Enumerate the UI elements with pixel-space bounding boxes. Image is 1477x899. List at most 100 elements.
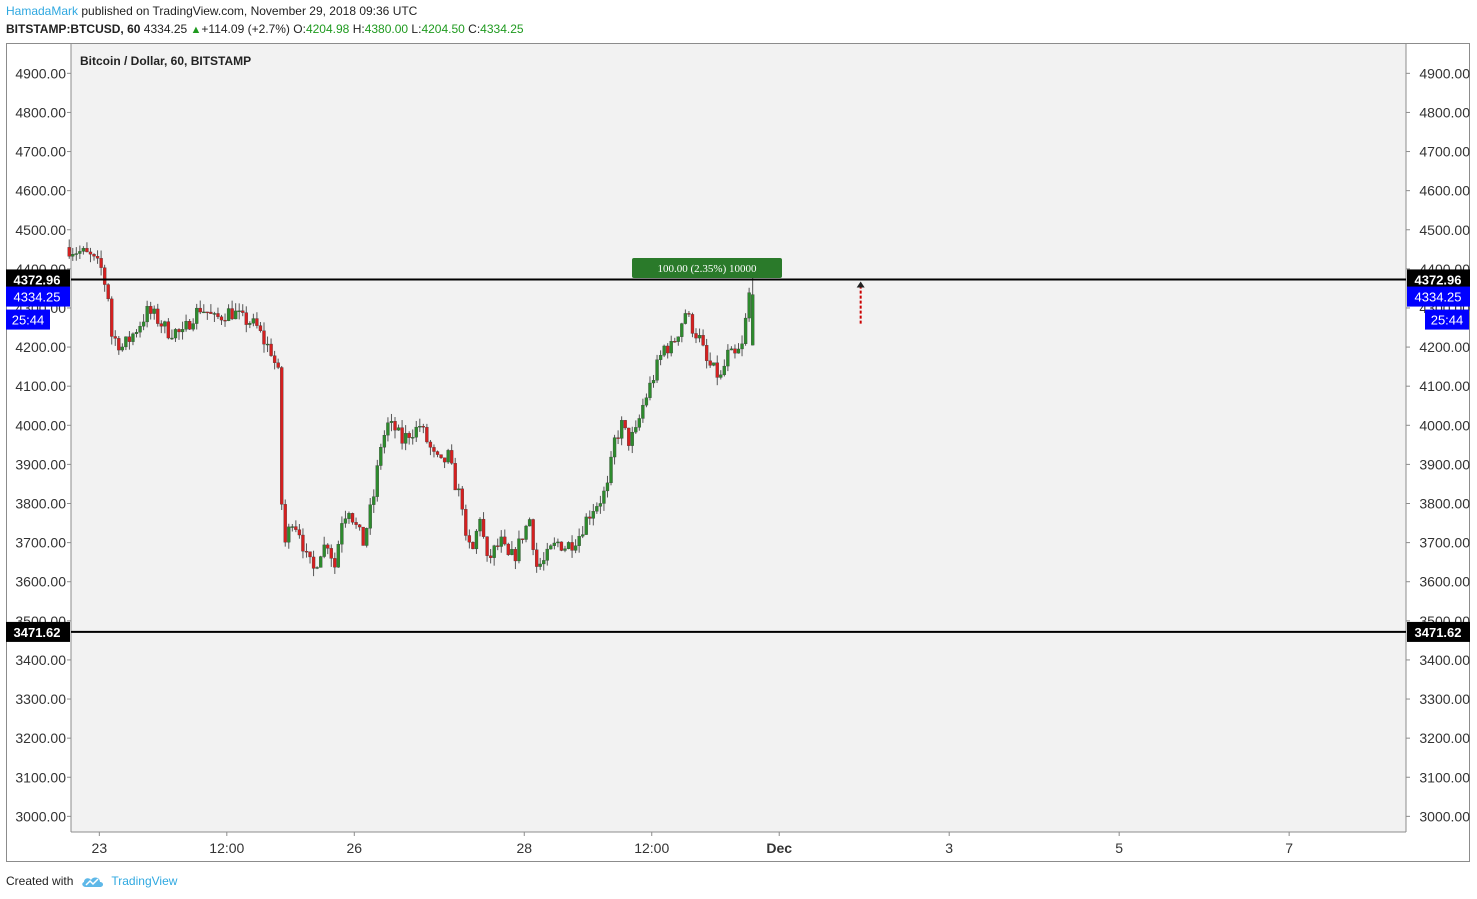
candle-body[interactable] [219,316,224,321]
candle-body[interactable] [644,397,649,406]
candle-body[interactable] [442,457,447,463]
candle-body[interactable] [95,256,100,259]
candle-body[interactable] [81,248,86,252]
candle-body[interactable] [191,323,195,330]
candle-body[interactable] [609,456,613,484]
candle-body[interactable] [439,454,443,458]
candle-body[interactable] [648,382,652,398]
candle-body[interactable] [340,523,344,545]
candle-body[interactable] [712,362,716,366]
candle-body[interactable] [552,542,557,546]
candle-body[interactable] [542,560,546,565]
candle-body[interactable] [471,542,475,550]
candle-body[interactable] [421,426,425,428]
candle-body[interactable] [612,437,617,458]
author-link[interactable]: HamadaMark [6,4,79,18]
candle-body[interactable] [407,433,411,438]
candle-body[interactable] [499,536,503,547]
candle-body[interactable] [478,518,482,532]
candle-body[interactable] [290,526,294,528]
candle-body[interactable] [400,427,404,444]
candle-body[interactable] [492,545,496,558]
candle-body[interactable] [368,504,372,529]
candle-body[interactable] [641,404,645,419]
candle-body[interactable] [216,313,220,317]
candle-body[interactable] [563,548,567,551]
candle-body[interactable] [134,332,139,334]
candle-body[interactable] [205,311,209,314]
candle-body[interactable] [726,349,730,367]
candle-body[interactable] [559,541,564,551]
candle-body[interactable] [393,421,397,431]
candle-body[interactable] [527,519,532,527]
candle-body[interactable] [361,526,365,546]
candle-body[interactable] [619,420,624,439]
candle-body[interactable] [669,341,673,354]
candle-body[interactable] [106,284,110,300]
candle-body[interactable] [141,321,146,327]
candle-body[interactable] [418,426,422,428]
candle-body[interactable] [308,551,312,558]
candle-body[interactable] [145,306,149,323]
candle-body[interactable] [304,551,309,553]
candle-body[interactable] [230,308,234,320]
candle-body[interactable] [747,292,751,319]
candle-body[interactable] [496,545,500,547]
candle-body[interactable] [166,321,171,339]
candle-body[interactable] [524,525,528,540]
candle-body[interactable] [347,513,351,519]
candle-body[interactable] [588,516,592,519]
candle-body[interactable] [276,362,280,368]
candle-body[interactable] [177,329,181,333]
candle-body[interactable] [680,323,684,337]
candle-body[interactable] [357,524,362,528]
candle-body[interactable] [719,374,723,378]
candle-body[interactable] [180,329,185,333]
candle-body[interactable] [244,312,248,325]
candle-body[interactable] [258,325,263,331]
candle-body[interactable] [350,513,355,523]
candle-body[interactable] [78,251,82,254]
candle-body[interactable] [637,418,641,428]
candle-body[interactable] [379,447,383,466]
candle-body[interactable] [446,450,450,463]
candle-body[interactable] [658,355,663,360]
candle-body[interactable] [237,310,241,312]
candle-body[interactable] [248,323,252,325]
candle-body[interactable] [573,545,578,551]
candle-body[interactable] [450,450,454,464]
candle-body[interactable] [435,451,440,455]
candle-body[interactable] [630,431,634,446]
candle-body[interactable] [198,307,202,313]
candle-body[interactable] [187,320,192,330]
candle-body[interactable] [605,482,610,492]
candle-body[interactable] [701,335,705,346]
candle-body[interactable] [173,329,178,339]
candle-body[interactable] [517,538,521,562]
candle-body[interactable] [673,341,677,343]
candle-body[interactable] [584,516,588,535]
candle-body[interactable] [74,253,78,255]
candle-body[interactable] [697,335,702,339]
candle-body[interactable] [457,488,461,491]
candle-body[interactable] [535,549,539,567]
candle-body[interactable] [343,518,348,524]
candle-body[interactable] [485,536,489,556]
candle-body[interactable] [318,556,323,568]
candle-body[interactable] [382,434,387,448]
candle-body[interactable] [733,348,737,354]
candle-body[interactable] [623,420,627,429]
candle-body[interactable] [354,522,358,525]
candle-body[interactable] [88,251,93,255]
candle-body[interactable] [687,313,691,315]
candle-body[interactable] [627,427,631,446]
candle-body[interactable] [375,465,379,497]
candle-body[interactable] [549,545,553,550]
candle-body[interactable] [425,427,429,443]
candle-body[interactable] [102,267,107,285]
candle-body[interactable] [510,549,514,555]
candle-body[interactable] [545,548,549,561]
candle-body[interactable] [581,534,585,537]
candle-body[interactable] [120,346,124,351]
